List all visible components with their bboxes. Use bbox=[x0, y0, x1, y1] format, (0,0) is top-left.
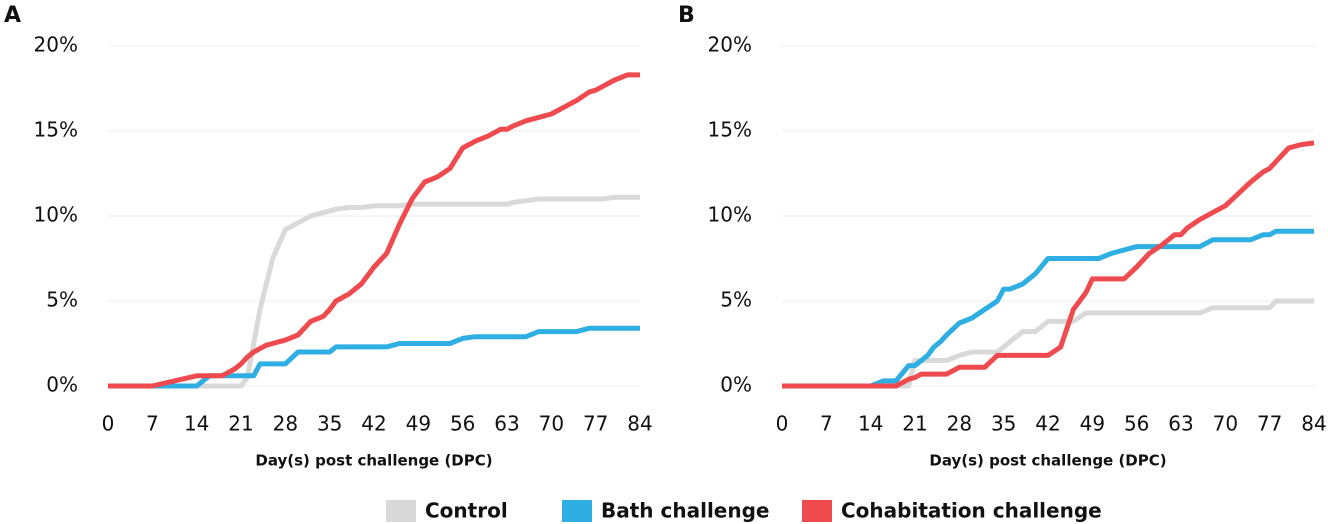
x-tick-label: 0 bbox=[102, 412, 115, 436]
data-line bbox=[782, 228, 1314, 389]
x-tick-label: 21 bbox=[228, 412, 253, 436]
x-tick-label: 42 bbox=[361, 412, 386, 436]
x-tick-label: 35 bbox=[991, 412, 1016, 436]
y-tick-label: 15% bbox=[708, 118, 752, 142]
legend-label: Bath challenge bbox=[601, 499, 770, 523]
x-tick-label: 28 bbox=[947, 412, 972, 436]
x-tick-label: 7 bbox=[146, 412, 159, 436]
y-tick-label: 10% bbox=[34, 203, 78, 227]
x-tick-label: 56 bbox=[450, 412, 475, 436]
x-tick-label: 0 bbox=[776, 412, 789, 436]
x-tick-label: 77 bbox=[583, 412, 608, 436]
x-tick-label: 7 bbox=[820, 412, 833, 436]
legend-swatch bbox=[802, 500, 832, 522]
panel-label: B bbox=[678, 3, 695, 28]
data-line bbox=[108, 72, 640, 389]
y-tick-label: 0% bbox=[720, 373, 752, 397]
x-tick-label: 49 bbox=[406, 412, 431, 436]
y-tick-label: 20% bbox=[34, 33, 78, 57]
x-axis-label: Day(s) post challenge (DPC) bbox=[255, 452, 492, 470]
x-tick-label: 21 bbox=[902, 412, 927, 436]
y-tick-label: 15% bbox=[34, 118, 78, 142]
x-tick-label: 56 bbox=[1124, 412, 1149, 436]
legend-label: Control bbox=[425, 499, 508, 523]
data-line bbox=[782, 298, 1314, 389]
x-tick-label: 49 bbox=[1080, 412, 1105, 436]
y-tick-label: 5% bbox=[46, 288, 78, 312]
legend-swatch bbox=[386, 500, 416, 522]
x-tick-label: 70 bbox=[539, 412, 564, 436]
y-tick-label: 0% bbox=[46, 373, 78, 397]
x-tick-label: 35 bbox=[317, 412, 342, 436]
x-tick-label: 77 bbox=[1257, 412, 1282, 436]
data-line bbox=[108, 194, 640, 389]
legend-label: Cohabitation challenge bbox=[841, 499, 1102, 523]
y-tick-label: 5% bbox=[720, 288, 752, 312]
x-tick-label: 84 bbox=[627, 412, 652, 436]
x-tick-label: 28 bbox=[273, 412, 298, 436]
x-axis-label: Day(s) post challenge (DPC) bbox=[929, 452, 1166, 470]
legend-swatch bbox=[562, 500, 592, 522]
data-line bbox=[782, 140, 1315, 389]
y-tick-label: 20% bbox=[708, 33, 752, 57]
y-tick-label: 10% bbox=[708, 203, 752, 227]
x-tick-label: 63 bbox=[1168, 412, 1193, 436]
panel-label: A bbox=[4, 3, 21, 28]
x-tick-label: 14 bbox=[858, 412, 883, 436]
data-line bbox=[108, 325, 640, 389]
x-tick-label: 63 bbox=[494, 412, 519, 436]
x-tick-label: 14 bbox=[184, 412, 209, 436]
x-tick-label: 84 bbox=[1301, 412, 1326, 436]
x-tick-label: 42 bbox=[1035, 412, 1060, 436]
x-tick-label: 70 bbox=[1213, 412, 1238, 436]
